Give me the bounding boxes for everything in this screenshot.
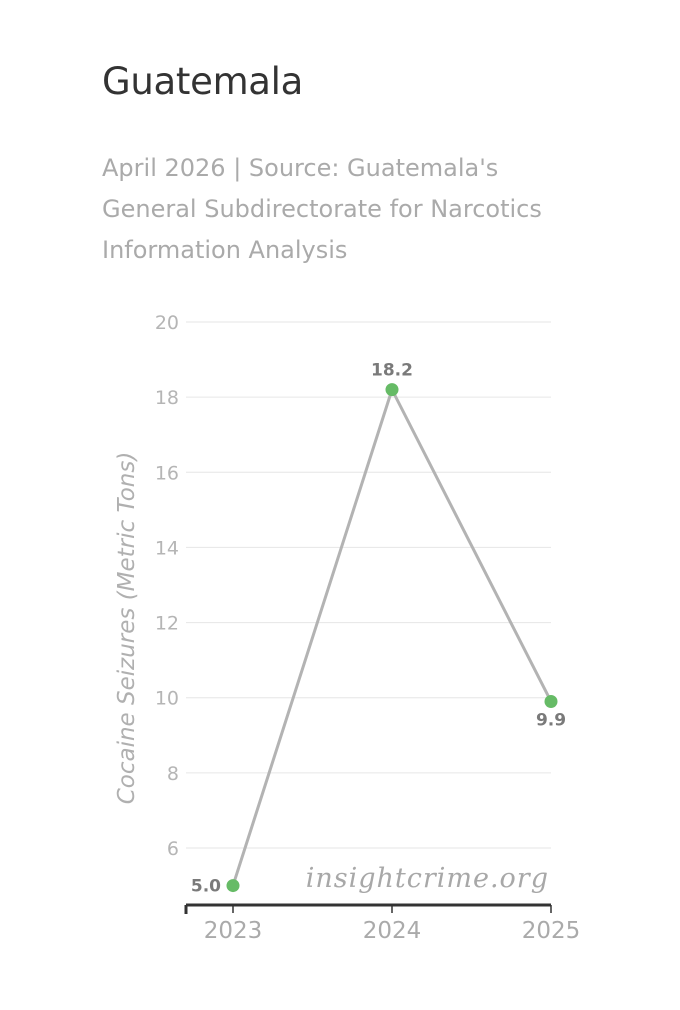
y-tick-label: 16 [155,462,179,484]
y-tick-label: 8 [167,763,179,785]
x-tick-label: 2024 [363,918,422,944]
x-tick-label: 2025 [522,918,581,944]
y-tick-labels: 6 8 10 12 14 16 18 20 [155,312,179,860]
y-tick-label: 18 [155,387,179,409]
y-tick-label: 10 [155,688,179,710]
watermark: insightcrime.org [306,863,549,894]
chart-subtitle: April 2026 | Source: Guatemala's General… [102,154,542,264]
data-point [385,383,399,397]
data-label: 18.2 [371,361,413,381]
data-point [226,879,240,893]
series: 5.0 18.2 9.9 [191,361,566,897]
data-label: 9.9 [536,710,566,730]
y-tick-label: 12 [155,613,179,635]
x-tick-label: 2023 [204,918,263,944]
series-line [231,388,553,887]
y-axis-label: Cocaine Seizures (Metric Tons) [114,452,140,805]
data-label: 5.0 [191,877,221,897]
data-point [544,694,558,708]
chart-title: Guatemala [102,60,304,103]
y-tick-label: 6 [167,838,179,860]
y-tick-label: 14 [155,537,179,559]
gridlines [186,321,551,849]
x-axis: 2023 2024 2025 [184,905,581,944]
y-tick-label: 20 [155,312,179,334]
